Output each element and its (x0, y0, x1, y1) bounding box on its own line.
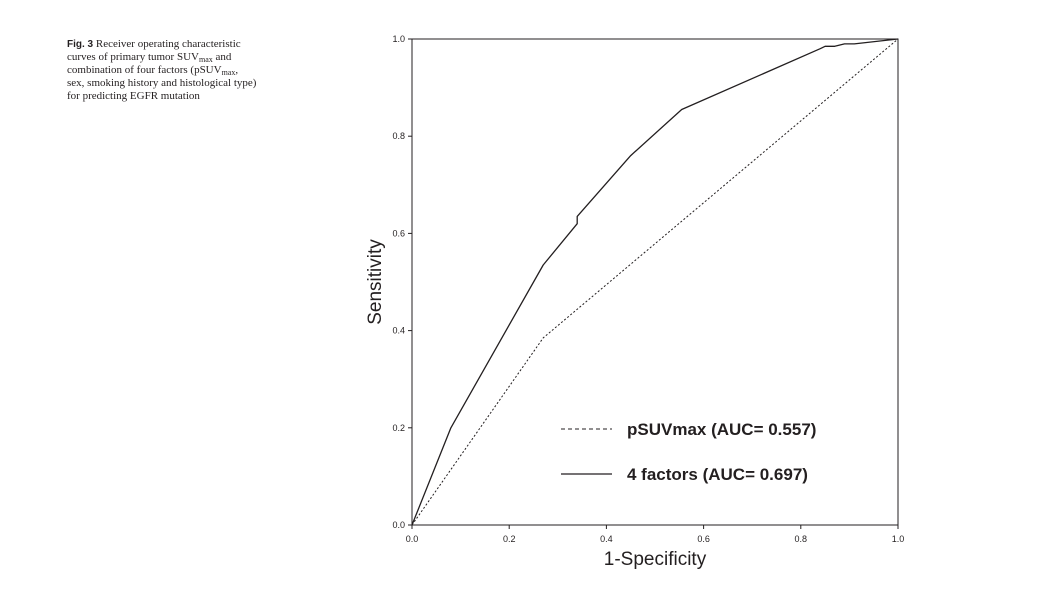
x-tick-label: 0.0 (406, 534, 419, 544)
series-layer (411, 38, 899, 526)
y-tick-label: 0.6 (392, 228, 405, 238)
x-axis-title: 1-Specificity (604, 549, 707, 570)
caption-text-1: Receiver operating characteristic curves… (67, 38, 241, 63)
x-tick-label: 0.4 (600, 534, 613, 544)
figure-label: Fig. 3 (67, 39, 94, 50)
axis-ticks: 0.0 0.2 0.4 0.6 0.8 1.0 0.0 0.2 0.4 0.6 0.8 1.0 (392, 34, 904, 544)
legend: pSUVmax (AUC= 0.557) 4 factors (AUC= 0.6… (561, 420, 816, 484)
y-axis-title: Sensitivity (365, 239, 386, 325)
y-tick-label: 0.8 (392, 131, 405, 141)
y-tick-label: 0.2 (392, 423, 405, 433)
caption-text-2: and combination of four factors (pSUV (67, 51, 232, 76)
psuvmax-roc-line (411, 38, 899, 526)
four-factors-roc-line (411, 38, 899, 526)
y-tick-label: 0.4 (392, 326, 405, 336)
y-tick-label: 0.0 (392, 520, 405, 530)
caption-subscript-1: max (198, 55, 213, 64)
caption-subscript-2: max (221, 68, 236, 77)
caption-text-3: , sex, smoking history and histological … (67, 64, 257, 102)
x-tick-label: 0.2 (503, 534, 516, 544)
x-tick-label: 1.0 (892, 534, 905, 544)
figure-caption: Fig. 3 Receiver operating characteristic… (67, 38, 257, 103)
legend-label-4-factors: 4 factors (AUC= 0.697) (627, 465, 808, 484)
legend-label-psuvmax: pSUVmax (AUC= 0.557) (627, 420, 816, 439)
x-tick-label: 0.6 (697, 534, 710, 544)
y-tick-label: 1.0 (392, 34, 405, 44)
x-tick-label: 0.8 (795, 534, 808, 544)
plot-area-frame (411, 38, 899, 526)
